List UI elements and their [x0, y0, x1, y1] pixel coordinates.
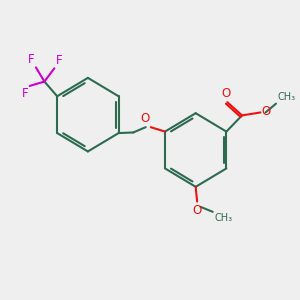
Text: CH₃: CH₃ [278, 92, 296, 102]
Text: F: F [22, 87, 28, 101]
Text: O: O [140, 112, 149, 125]
Text: F: F [56, 54, 62, 67]
Text: O: O [261, 105, 270, 119]
Text: F: F [28, 53, 35, 66]
Text: O: O [193, 204, 202, 217]
Text: CH₃: CH₃ [214, 213, 232, 223]
Text: O: O [221, 87, 230, 100]
